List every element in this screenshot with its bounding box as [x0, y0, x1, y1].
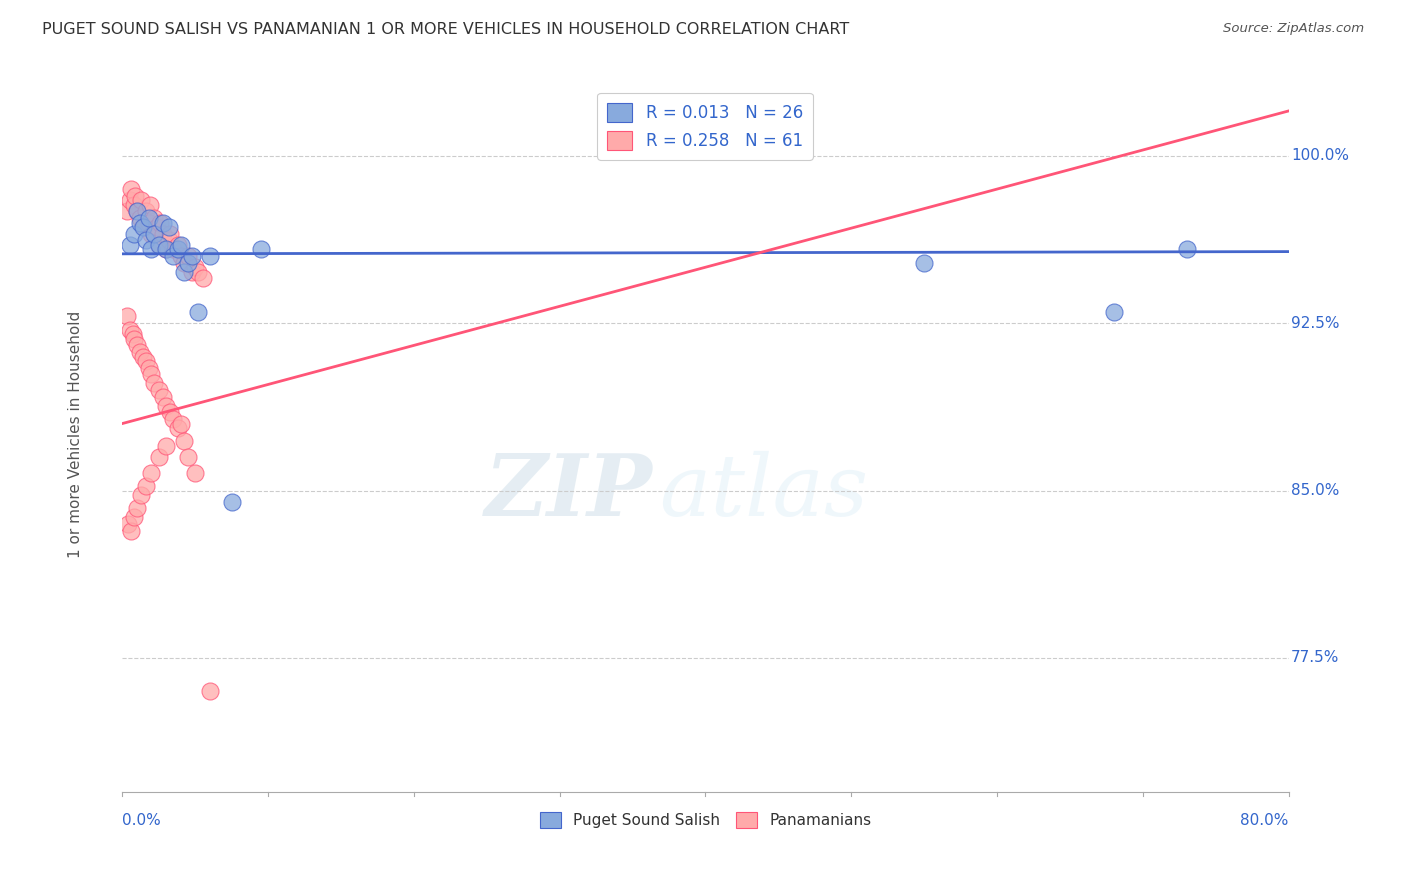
Point: [125, 501, 148, 516]
Text: 1 or more Vehicles in Household: 1 or more Vehicles in Household: [67, 311, 83, 558]
Point: [115, 310, 138, 324]
Point: [155, 439, 177, 453]
Text: ZIP: ZIP: [485, 450, 652, 533]
Point: [125, 338, 148, 352]
Point: [187, 265, 209, 279]
Point: [122, 332, 145, 346]
Point: [250, 243, 273, 257]
Text: 92.5%: 92.5%: [1291, 316, 1340, 331]
Point: [132, 220, 155, 235]
Point: [173, 256, 195, 270]
Point: [115, 204, 138, 219]
Point: [1175, 243, 1198, 257]
Point: [157, 220, 180, 235]
Point: [169, 238, 191, 252]
Point: [181, 265, 204, 279]
Point: [141, 368, 163, 382]
Point: [155, 243, 177, 257]
Point: [912, 256, 935, 270]
Point: [152, 390, 174, 404]
Text: 85.0%: 85.0%: [1291, 483, 1340, 498]
Point: [132, 350, 155, 364]
Point: [166, 238, 188, 252]
Text: 80.0%: 80.0%: [1240, 814, 1289, 829]
Point: [117, 516, 139, 531]
Point: [169, 249, 191, 263]
Point: [187, 305, 209, 319]
Text: atlas: atlas: [659, 450, 868, 533]
Point: [122, 510, 145, 524]
Point: [166, 421, 188, 435]
Point: [125, 204, 148, 219]
Point: [184, 466, 207, 480]
Point: [122, 197, 145, 211]
Point: [162, 249, 184, 263]
Point: [138, 360, 160, 375]
Point: [143, 211, 166, 226]
Point: [121, 327, 143, 342]
Point: [1102, 305, 1125, 319]
Point: [135, 204, 157, 219]
Point: [139, 197, 162, 211]
Point: [148, 383, 170, 397]
Point: [173, 434, 195, 449]
Point: [134, 220, 156, 235]
Point: [143, 376, 166, 391]
Point: [120, 182, 142, 196]
Point: [148, 238, 170, 252]
Point: [159, 227, 181, 241]
Point: [148, 450, 170, 464]
Point: [198, 249, 221, 263]
Point: [155, 399, 177, 413]
Point: [198, 684, 221, 698]
Point: [124, 188, 146, 202]
Point: [177, 450, 200, 464]
Point: [177, 256, 200, 270]
Point: [135, 354, 157, 368]
Point: [152, 227, 174, 241]
Point: [155, 243, 177, 257]
Point: [221, 494, 243, 508]
Point: [181, 249, 204, 263]
Point: [120, 524, 142, 538]
Text: PUGET SOUND SALISH VS PANAMANIAN 1 OR MORE VEHICLES IN HOUSEHOLD CORRELATION CHA: PUGET SOUND SALISH VS PANAMANIAN 1 OR MO…: [42, 22, 849, 37]
Point: [129, 488, 152, 502]
Point: [157, 234, 180, 248]
Point: [141, 243, 163, 257]
Point: [149, 216, 172, 230]
Point: [118, 193, 141, 207]
Text: Source: ZipAtlas.com: Source: ZipAtlas.com: [1223, 22, 1364, 36]
Point: [184, 260, 207, 275]
Point: [159, 405, 181, 419]
Text: 77.5%: 77.5%: [1291, 650, 1340, 665]
Point: [118, 323, 141, 337]
Point: [146, 220, 169, 235]
Point: [169, 417, 191, 431]
Text: 100.0%: 100.0%: [1291, 148, 1348, 163]
Legend: Puget Sound Salish, Panamanians: Puget Sound Salish, Panamanians: [533, 806, 877, 834]
Point: [166, 243, 188, 257]
Point: [173, 265, 195, 279]
Point: [162, 243, 184, 257]
Point: [148, 238, 170, 252]
Point: [129, 193, 152, 207]
Point: [118, 238, 141, 252]
Point: [191, 271, 214, 285]
Point: [128, 345, 150, 359]
Point: [141, 227, 163, 241]
Point: [135, 234, 157, 248]
Point: [177, 249, 200, 263]
Point: [128, 211, 150, 226]
Point: [128, 216, 150, 230]
Point: [138, 211, 160, 226]
Point: [135, 479, 157, 493]
Point: [125, 204, 148, 219]
Point: [141, 466, 163, 480]
Point: [152, 216, 174, 230]
Point: [122, 227, 145, 241]
Point: [138, 216, 160, 230]
Point: [143, 227, 166, 241]
Point: [162, 412, 184, 426]
Text: 0.0%: 0.0%: [122, 814, 162, 829]
